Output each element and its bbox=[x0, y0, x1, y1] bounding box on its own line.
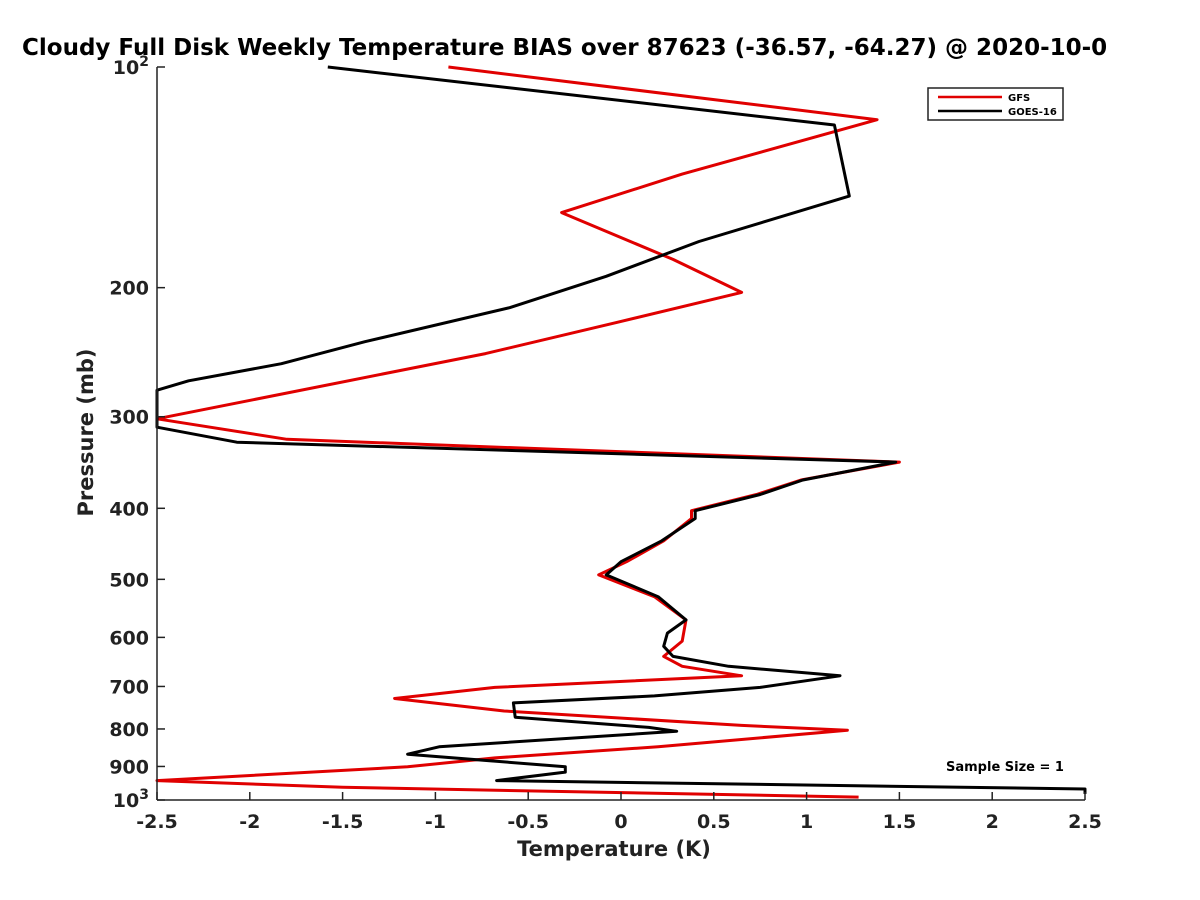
sample-size-annotation: Sample Size = 1 bbox=[946, 760, 1064, 775]
x-axis-ticks: -2.5 -2 -1.5 -1 -0.5 0 0.5 1 1.5 2 2.5 bbox=[136, 792, 1102, 833]
y-tick-label: 102 bbox=[113, 54, 149, 79]
y-axis-label: Pressure (mb) bbox=[74, 349, 98, 517]
axes bbox=[156, 67, 1085, 801]
legend-box bbox=[927, 87, 1064, 121]
y-tick-label: 200 bbox=[109, 278, 149, 300]
y-tick-label: 800 bbox=[109, 719, 149, 741]
x-tick-label: 1.5 bbox=[883, 811, 917, 833]
x-tick-label: 0.5 bbox=[697, 811, 731, 833]
y-tick-label: 300 bbox=[109, 407, 149, 429]
y-tick-label: 103 bbox=[113, 787, 149, 812]
x-tick-label: -0.5 bbox=[507, 811, 549, 833]
chart-title: Cloudy Full Disk Weekly Temperature BIAS… bbox=[22, 35, 1107, 61]
y-tick-label: 600 bbox=[109, 627, 149, 649]
y-tick-label: 400 bbox=[109, 498, 149, 520]
x-tick-label: -1.5 bbox=[322, 811, 364, 833]
series-line-gfs bbox=[155, 65, 901, 799]
legend-label: GOES-16 bbox=[1008, 107, 1057, 118]
x-tick-label: -1 bbox=[425, 811, 446, 833]
x-tick-label: -2 bbox=[239, 811, 260, 833]
series-lines bbox=[155, 65, 1087, 799]
legend-label: GFS bbox=[1008, 93, 1030, 104]
y-tick-label: 900 bbox=[109, 756, 149, 778]
legend: GFS GOES-16 bbox=[927, 87, 1064, 121]
x-tick-label: 1 bbox=[800, 811, 813, 833]
x-tick-label: 2.5 bbox=[1068, 811, 1102, 833]
x-axis-label: Temperature (K) bbox=[517, 837, 711, 861]
series-line-goes16 bbox=[155, 65, 1087, 794]
x-tick-label: -2.5 bbox=[136, 811, 178, 833]
x-tick-label: 0 bbox=[614, 811, 627, 833]
x-tick-label: 2 bbox=[986, 811, 999, 833]
y-axis-ticks: 102 200 300 400 500 600 700 800 900 103 bbox=[109, 54, 165, 812]
y-tick-label: 500 bbox=[109, 569, 149, 591]
y-tick-label: 700 bbox=[109, 676, 149, 698]
